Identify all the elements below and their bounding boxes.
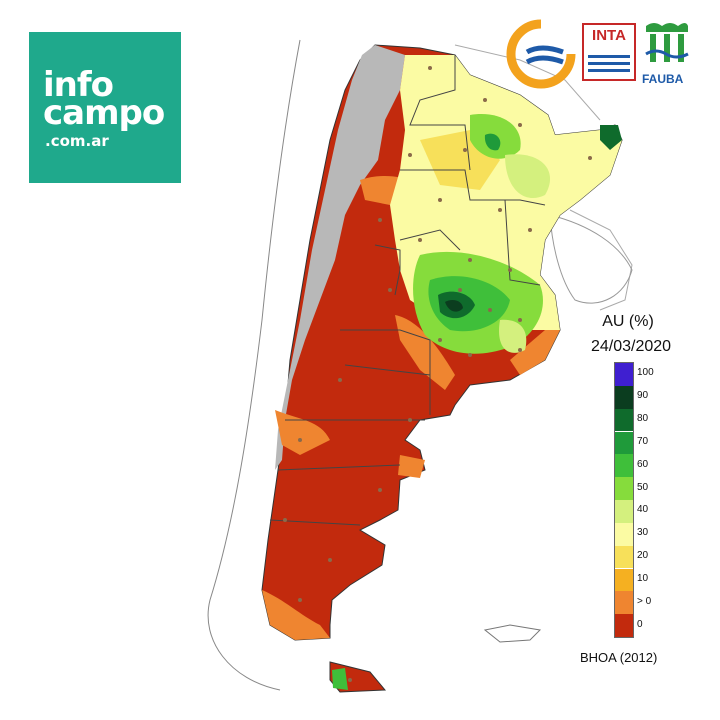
scale-band: [615, 363, 633, 386]
legend-title: AU (%): [602, 313, 654, 330]
brand-line-2: campo: [43, 93, 165, 133]
zone-green-misiones: [600, 125, 622, 150]
scale-band: [615, 385, 633, 409]
scale-tick-label: 80: [637, 413, 649, 425]
scale-tick-label: 10: [637, 572, 649, 584]
scale-tick-label: 30: [637, 527, 649, 539]
scale-band: [615, 454, 633, 478]
zone-green-mesopotamia: [505, 154, 551, 199]
station-dots: [283, 66, 592, 682]
scale-tick-label: 70: [637, 435, 649, 447]
scale-band: [615, 591, 633, 615]
inta-label: INTA: [592, 27, 626, 44]
scale-tick-label: 20: [637, 550, 649, 562]
scale-tick-label: 60: [637, 458, 649, 470]
scale-tick-label: 40: [637, 504, 649, 516]
zone-green-southeast: [499, 319, 527, 353]
andes-no-data: [275, 45, 405, 470]
institution-logos: INTA FAUBA: [505, 18, 693, 90]
scale-tick-label: 50: [637, 481, 649, 493]
neighbour-outline: [454, 44, 633, 311]
scale-tick-label: 90: [637, 390, 649, 402]
fauba-logo-icon: [645, 23, 689, 62]
scale-band: [615, 545, 633, 569]
falkland-islands: [483, 624, 542, 643]
tierra-del-fuego-green: [332, 668, 348, 690]
brand-line-1: info: [43, 65, 114, 105]
zone-green-chaco-dark: [484, 133, 501, 151]
fauba-label: FAUBA: [642, 72, 684, 86]
scale-band: [615, 431, 633, 455]
inta-stripes-icon: [588, 55, 630, 72]
scale-band: [615, 500, 633, 523]
uruguay-outline: [549, 214, 633, 304]
source-label: BHOA (2012): [580, 650, 658, 665]
color-scale: [614, 362, 634, 638]
zone-green-pampa-core: [445, 300, 463, 312]
zone-yellow-west: [395, 200, 440, 270]
scale-band: [615, 614, 633, 637]
smn-logo-icon: [506, 19, 576, 89]
zone-orange-south-1: [275, 410, 330, 455]
neighbour-chile-coast: [207, 39, 301, 691]
brand-line-3: .com.ar: [45, 132, 109, 150]
inta-logo: INTA: [582, 23, 636, 81]
zone-orange-south-2: [398, 455, 425, 478]
legend-date: 24/03/2020: [590, 338, 672, 355]
zone-orange-east: [510, 330, 560, 375]
scale-band: [615, 408, 633, 432]
zone-orange-patagonia: [262, 590, 330, 640]
scale-tick-label: 0: [637, 618, 643, 630]
scale-tick-label: > 0: [637, 595, 652, 607]
infocampo-logo[interactable]: info campo .com.ar: [29, 32, 181, 183]
scale-band: [615, 522, 633, 546]
scale-band: [615, 477, 633, 500]
scale-band: [615, 568, 633, 592]
scale-tick-label: 100: [637, 367, 654, 379]
